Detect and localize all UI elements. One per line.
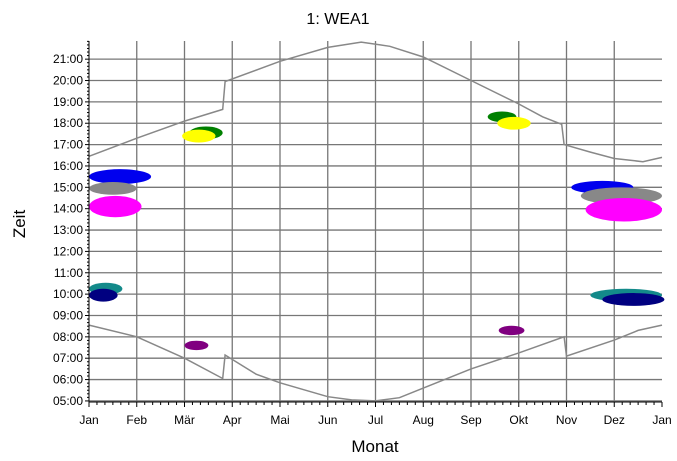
shadow-region <box>602 293 665 306</box>
grid-lines <box>89 41 662 402</box>
x-tick-label: Okt <box>509 413 528 427</box>
shadow-region <box>498 325 525 336</box>
sunrise-curve <box>88 324 663 402</box>
y-tick-label: 20:00 <box>53 74 83 88</box>
y-tick-label: 11:00 <box>54 266 83 280</box>
y-tick-label: 18:00 <box>53 116 83 130</box>
axes <box>85 40 663 407</box>
x-tick-label: Jul <box>368 413 383 427</box>
x-tick-label: Dez <box>604 413 625 427</box>
x-tick-label: Nov <box>556 413 577 427</box>
y-tick-label: 08:00 <box>53 330 83 344</box>
y-tick-label: 17:00 <box>53 138 83 152</box>
shadow-region <box>89 195 142 218</box>
x-tick-labels: Jan Feb Mär Apr Mai Jun Jul Aug Sep Okt Nov Dez Jan <box>79 413 671 427</box>
y-tick-label: 06:00 <box>53 373 83 387</box>
x-tick-label: Aug <box>413 413 434 427</box>
y-tick-label: 21:00 <box>53 52 83 66</box>
y-tick-label: 05:00 <box>53 394 83 408</box>
shadow-region <box>89 288 118 302</box>
y-tick-label: 12:00 <box>53 244 83 258</box>
y-tick-label: 14:00 <box>53 202 83 216</box>
sun-curves <box>88 41 663 402</box>
y-tick-label: 09:00 <box>53 308 83 322</box>
shadow-region <box>585 198 662 222</box>
x-tick-label: Jan <box>652 413 671 427</box>
x-tick-label: Jun <box>318 413 337 427</box>
y-tick-label: 15:00 <box>53 180 83 194</box>
sunset-curve <box>88 41 663 163</box>
x-axis-label: Monat <box>351 437 399 456</box>
x-tick-label: Jan <box>79 413 98 427</box>
y-tick-label: 13:00 <box>53 223 83 237</box>
shadow-region <box>89 169 152 185</box>
y-tick-labels: 05:00 06:00 07:00 08:00 09:00 10:00 11:00 12:00… <box>53 52 83 408</box>
shadow-region <box>184 340 209 351</box>
x-tick-label: Feb <box>126 413 147 427</box>
shadow-region <box>497 116 531 130</box>
chart-title: 1: WEA1 <box>306 11 369 28</box>
x-tick-label: Apr <box>223 413 242 427</box>
y-tick-label: 07:00 <box>53 351 83 365</box>
x-tick-label: Sep <box>460 413 482 427</box>
shadow-region <box>89 181 137 195</box>
x-tick-label: Mär <box>174 413 195 427</box>
shadow-region <box>182 129 216 143</box>
y-axis-label: Zeit <box>10 210 29 239</box>
y-tick-label: 19:00 <box>53 95 83 109</box>
y-tick-label: 10:00 <box>53 287 83 301</box>
x-tick-label: Mai <box>270 413 289 427</box>
shadow-regions <box>89 111 665 351</box>
y-tick-label: 16:00 <box>53 159 83 173</box>
